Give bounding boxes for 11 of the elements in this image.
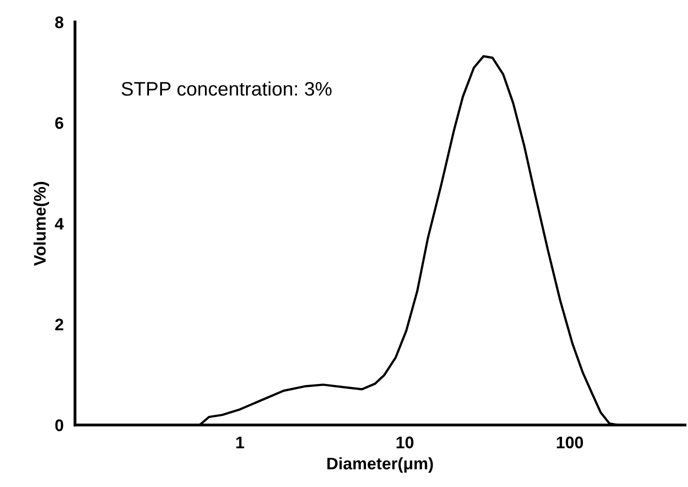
y-tick-label: 8 <box>55 16 64 28</box>
annotation: STPP concentration: 3% <box>122 81 332 96</box>
y-axis-title: Volume(%) <box>34 182 50 266</box>
x-axis-title: Diameter(μm) <box>327 457 433 473</box>
y-tick-label: 0 <box>55 419 64 432</box>
y-tick-label: 6 <box>55 117 64 129</box>
x-tick-label: 100 <box>556 436 583 448</box>
y-tick-label: 4 <box>54 218 64 230</box>
x-tick-label: 1 <box>236 436 244 448</box>
x-tick-label: 10 <box>396 436 414 448</box>
y-tick-label: 2 <box>55 318 64 330</box>
